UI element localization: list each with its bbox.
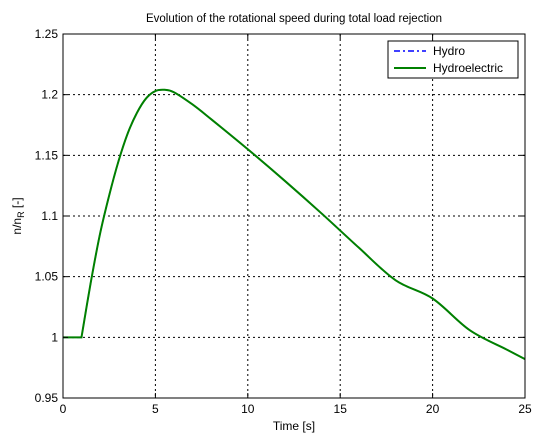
legend: Hydro Hydroelectric (387, 40, 519, 79)
y-axis-label-subscript: R (16, 211, 26, 218)
x-tick-label: 5 (152, 402, 159, 416)
legend-label-hydroelectric: Hydroelectric (433, 61, 503, 75)
y-tick-label: 1.25 (35, 27, 59, 41)
x-tick-label: 10 (241, 402, 255, 416)
legend-label-hydro: Hydro (433, 44, 465, 58)
chart-title: Evolution of the rotational speed during… (146, 13, 442, 25)
series-layer (63, 88, 526, 361)
grid (63, 34, 525, 398)
y-tick-label: 1.05 (35, 270, 59, 284)
y-tick-label: 1.15 (35, 148, 59, 162)
y-tick-label: 1 (51, 330, 58, 344)
x-tick-label: 0 (60, 402, 67, 416)
y-axis-label-unit: [-] (10, 197, 24, 211)
legend-box (387, 40, 519, 79)
x-tick-label: 15 (334, 402, 348, 416)
x-tick-label: 20 (426, 402, 440, 416)
ticks: 0 5 10 15 20 25 0.95 1 1.05 1.1 1.15 1.2 1.25 (35, 27, 532, 416)
x-tick-label: 25 (518, 402, 532, 416)
series-line-hydroelectric (63, 88, 526, 361)
x-axis-label: Time [s] (273, 419, 315, 433)
y-tick-label: 1.2 (41, 88, 58, 102)
y-axis-label-main: n/n (10, 218, 24, 235)
y-tick-label: 1.1 (41, 209, 58, 223)
y-tick-label: 0.95 (35, 391, 59, 405)
y-axis-label: n/nR [-] (10, 197, 26, 234)
